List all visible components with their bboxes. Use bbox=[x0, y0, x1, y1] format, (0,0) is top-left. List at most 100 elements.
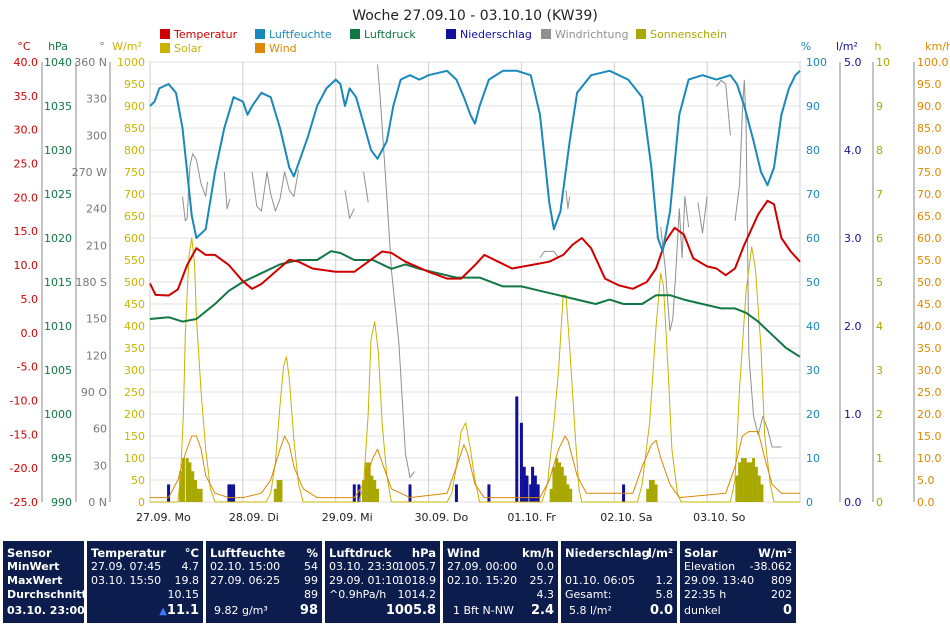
temp-tick: 35.0 bbox=[14, 90, 39, 103]
sunshine-bar bbox=[276, 480, 280, 502]
panel-humidity: Luftfeuchte% 02.10. 15:00 54 27.09. 06:25… bbox=[206, 541, 322, 623]
wind-tick: 95.0 bbox=[917, 78, 942, 91]
panel-solar: Solar W/m² Elevation -38.062 29.09. 13:40 8… bbox=[680, 541, 796, 623]
temperature-max: 19.8 bbox=[174, 574, 200, 587]
wind-max: 25.7 bbox=[529, 574, 555, 587]
temp-tick: -5.0 bbox=[17, 361, 38, 374]
rain-bar bbox=[525, 475, 529, 502]
wind-tick: 50.0 bbox=[917, 276, 942, 289]
legend-swatch bbox=[160, 29, 170, 39]
panel-temperature: Temperatur °C 27.09. 07:45 4.7 03.10. 15:5… bbox=[87, 541, 203, 623]
rain-bar bbox=[533, 475, 537, 502]
humidity-min-time: 02.10. 15:00 bbox=[210, 560, 281, 573]
wind-tick: 100.0 bbox=[917, 56, 949, 69]
solar-tick: 100 bbox=[124, 452, 145, 465]
wind-tick: 60.0 bbox=[917, 232, 942, 245]
day-label: 01.10. Fr bbox=[507, 511, 556, 524]
sunshine-bar bbox=[651, 480, 655, 502]
solar-tick: 400 bbox=[124, 320, 145, 333]
legend-swatch bbox=[541, 29, 551, 39]
rain-bar bbox=[519, 422, 523, 502]
legend-label: Sonnenschein bbox=[650, 28, 727, 41]
wind-tick: 90.0 bbox=[917, 100, 942, 113]
humidity-avg: 89 bbox=[304, 588, 318, 601]
humidity-tick: 20 bbox=[806, 408, 820, 421]
solar-unit: W/m² bbox=[758, 546, 792, 560]
sunshine-bar bbox=[199, 488, 203, 502]
humidity-tick: 60 bbox=[806, 232, 820, 245]
rain-tick: 4.0 bbox=[844, 144, 862, 157]
sunshine-bar bbox=[654, 484, 658, 502]
wind-tick: 45.0 bbox=[917, 298, 942, 311]
statistics-bar: Sensor MinWert MaxWert Durchschnitt 03.1… bbox=[0, 537, 950, 625]
trend-up-icon: ▲ bbox=[159, 606, 167, 617]
sunshine-bar bbox=[563, 475, 567, 502]
solar-tick: 700 bbox=[124, 188, 145, 201]
pressure-tick: 1025 bbox=[44, 188, 72, 201]
wind-tick: 10.0 bbox=[917, 452, 942, 465]
direction-line bbox=[182, 153, 209, 222]
humidity-current: 98 bbox=[299, 603, 318, 618]
pressure-tick: 1040 bbox=[44, 56, 72, 69]
sunshine-bar bbox=[738, 462, 742, 502]
wind-line bbox=[150, 431, 800, 499]
legend-swatch bbox=[255, 43, 265, 53]
sunshine-bar bbox=[181, 458, 185, 502]
axis-unit: % bbox=[801, 40, 811, 53]
sunshine-tick: 7 bbox=[876, 188, 883, 201]
humidity-line bbox=[149, 69, 801, 253]
direction-line bbox=[223, 171, 231, 210]
rain-bar bbox=[229, 484, 233, 502]
rain-tick: 3.0 bbox=[844, 232, 862, 245]
sunshine-bar bbox=[179, 471, 183, 502]
temp-tick: 0.0 bbox=[21, 327, 39, 340]
sunshine-bar bbox=[373, 480, 377, 502]
sunshine-tick: 0 bbox=[876, 496, 883, 509]
sunshine-bar bbox=[760, 484, 764, 502]
legend-swatch bbox=[636, 29, 646, 39]
sunshine-bar bbox=[566, 484, 570, 502]
sunshine-tick: 2 bbox=[876, 408, 883, 421]
direction-tick: 120 bbox=[86, 349, 107, 362]
axis-unit: ° bbox=[99, 40, 105, 53]
wind-tick: 80.0 bbox=[917, 144, 942, 157]
rain-current: 0.0 bbox=[649, 603, 673, 618]
rain-bar bbox=[454, 484, 458, 502]
humidity-max-time: 27.09. 06:25 bbox=[210, 574, 281, 587]
solar-state: dunkel bbox=[684, 604, 721, 617]
pressure-tick: 1010 bbox=[44, 320, 72, 333]
pressure-trend: ^0.9hPa/h bbox=[329, 588, 387, 601]
temp-tick: 40.0 bbox=[14, 56, 39, 69]
direction-line bbox=[565, 190, 571, 210]
rain-bar bbox=[522, 466, 526, 502]
sunshine-bar bbox=[754, 466, 758, 502]
humidity-tick: 10 bbox=[806, 452, 820, 465]
temperature-min: 4.7 bbox=[181, 560, 200, 573]
wind-unit: km/h bbox=[521, 546, 554, 560]
rain-bar bbox=[227, 484, 231, 502]
axis-unit: l/m² bbox=[836, 40, 858, 53]
wind-min: 0.0 bbox=[536, 560, 555, 573]
temperature-current: 11.1 bbox=[166, 603, 199, 618]
wind-tick: 0.0 bbox=[917, 496, 935, 509]
wind-tick: 75.0 bbox=[917, 166, 942, 179]
wind-tick: 5.0 bbox=[917, 474, 935, 487]
pressure-current: 1005.8 bbox=[385, 603, 436, 618]
humidity-unit: % bbox=[306, 546, 318, 560]
rain-bar bbox=[357, 484, 361, 502]
solar-tick: 850 bbox=[124, 122, 145, 135]
rain-bar bbox=[232, 484, 236, 502]
humidity-tick: 40 bbox=[806, 320, 820, 333]
line-series bbox=[149, 64, 801, 503]
pressure-max: 1018.9 bbox=[397, 574, 437, 587]
direction-tick: 180 S bbox=[76, 276, 107, 289]
temperature-min-time: 27.09. 07:45 bbox=[91, 560, 162, 573]
rain-tick: 0.0 bbox=[844, 496, 862, 509]
wind-tick: 40.0 bbox=[917, 320, 942, 333]
current-time: 03.10. 23:00 bbox=[7, 604, 85, 617]
temperature-unit: °C bbox=[184, 546, 199, 560]
pressure-tick: 1015 bbox=[44, 276, 72, 289]
day-label: 28.09. Di bbox=[229, 511, 279, 524]
humidity-absolute: 9.82 g/m³ bbox=[214, 604, 268, 617]
